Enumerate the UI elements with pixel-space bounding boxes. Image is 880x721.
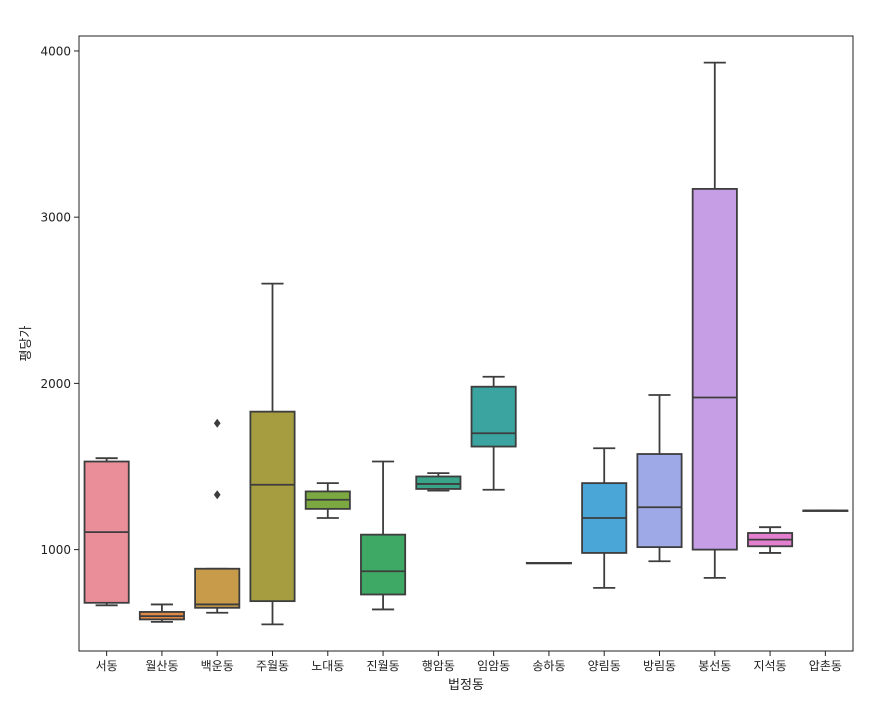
box-group-11 bbox=[636, 394, 683, 563]
x-tick-label: 행암동 bbox=[422, 658, 455, 673]
box-group-14 bbox=[802, 509, 849, 512]
x-tick-label: 서동 bbox=[96, 659, 118, 673]
x-tick-label: 송하동 bbox=[532, 659, 565, 673]
box-group-13 bbox=[747, 526, 794, 554]
y-tick-label: 4000 bbox=[40, 44, 71, 58]
box-group-1 bbox=[83, 457, 130, 607]
x-tick-label: 백운동 bbox=[201, 659, 234, 673]
x-tick-label: 압촌동 bbox=[809, 659, 842, 673]
box-group-3 bbox=[194, 418, 241, 614]
box-group-10 bbox=[581, 447, 628, 589]
box-body bbox=[360, 533, 407, 596]
x-tick-label: 양림동 bbox=[588, 659, 621, 673]
x-tick-label: 월산동 bbox=[145, 659, 178, 673]
box-body bbox=[636, 453, 683, 549]
x-tick-label: 주월동 bbox=[256, 659, 289, 673]
box-body bbox=[415, 475, 462, 490]
x-tick-label: 방림동 bbox=[643, 659, 676, 673]
x-axis: 서동 월산동 백운동 주월동 노대동 진월동 행암동 임암동 송하동 양림동 방림동 봉선동 지석동 압촌… bbox=[96, 651, 842, 673]
outlier-point bbox=[213, 418, 221, 428]
box-body bbox=[691, 188, 738, 551]
x-axis-title: 법정동 bbox=[448, 678, 484, 693]
x-tick-label: 봉선동 bbox=[698, 659, 731, 673]
outlier-point bbox=[213, 490, 221, 500]
box-group-7 bbox=[415, 472, 462, 492]
plot-area bbox=[83, 61, 849, 626]
y-tick-label: 3000 bbox=[40, 211, 71, 225]
x-tick-label: 지석동 bbox=[754, 659, 787, 673]
x-tick-label: 진월동 bbox=[367, 659, 400, 673]
y-tick-label: 1000 bbox=[40, 543, 71, 557]
box-group-2 bbox=[138, 603, 185, 623]
box-body bbox=[194, 567, 241, 609]
box-group-12 bbox=[691, 61, 738, 579]
x-tick-label: 노대동 bbox=[311, 659, 344, 673]
box-group-9 bbox=[525, 562, 572, 565]
box-body bbox=[249, 410, 296, 603]
y-axis-title: 평당가 bbox=[19, 326, 34, 362]
box-group-4 bbox=[249, 282, 296, 626]
x-tick-label: 임암동 bbox=[477, 659, 510, 673]
y-axis: 1000 2000 3000 4000 bbox=[40, 44, 79, 557]
box-group-5 bbox=[304, 482, 351, 519]
plot-frame bbox=[78, 35, 854, 652]
box-group-8 bbox=[470, 375, 517, 491]
box-body bbox=[470, 385, 517, 448]
box-group-6 bbox=[360, 460, 407, 611]
y-tick-label: 2000 bbox=[40, 377, 71, 391]
